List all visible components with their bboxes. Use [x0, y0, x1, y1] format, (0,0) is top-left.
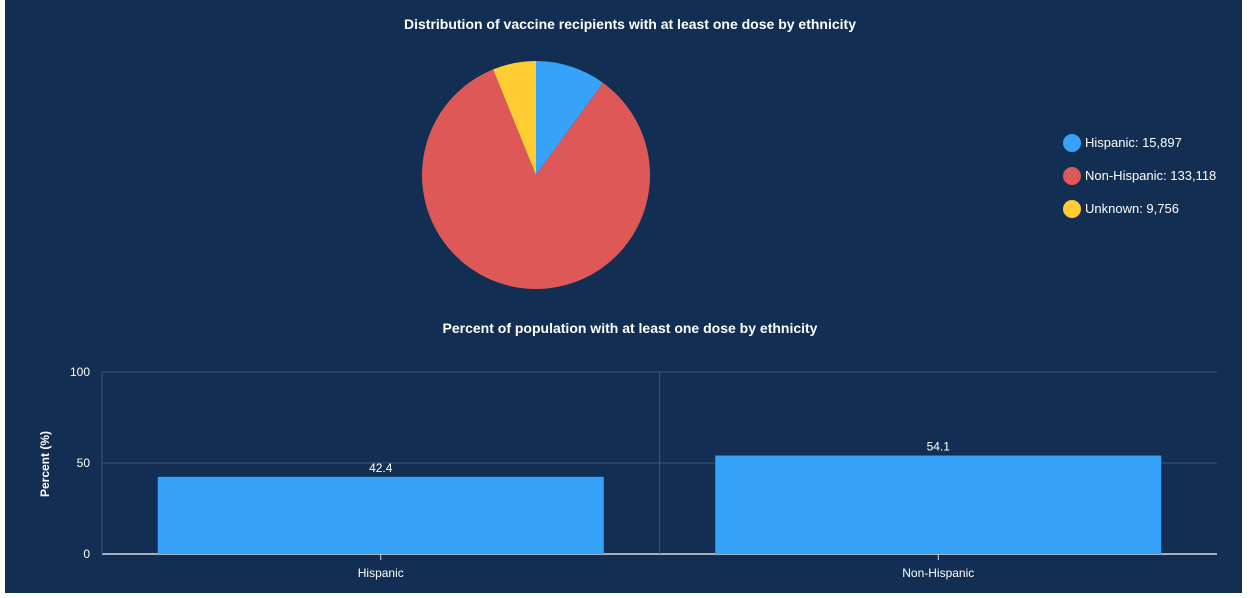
legend-label: Non-Hispanic: 133,118 [1085, 168, 1216, 183]
legend-item-hispanic[interactable]: Hispanic: 15,897 [1063, 134, 1182, 152]
legend-label: Hispanic: 15,897 [1085, 135, 1182, 150]
bar-hispanic[interactable] [157, 476, 604, 554]
y-tick-label: 100 [70, 365, 90, 379]
bar-data-label: 54.1 [927, 440, 951, 454]
chart-panel: Distribution of vaccine recipients with … [5, 0, 1242, 593]
legend-swatch [1063, 134, 1081, 152]
x-tick-label: Hispanic [358, 566, 404, 580]
legend-item-non-hispanic[interactable]: Non-Hispanic: 133,118 [1063, 167, 1216, 185]
pie-chart [422, 61, 650, 289]
x-tick-label: Non-Hispanic [902, 566, 974, 580]
bar-chart: 42.4 Hispanic 54.1 Non-Hispanic [157, 440, 1162, 580]
legend-swatch [1063, 167, 1081, 185]
pie-slice-non-hispanic[interactable] [422, 69, 650, 289]
bar-data-label: 42.4 [369, 461, 393, 475]
bar-chart-title: Percent of population with at least one … [443, 320, 818, 336]
bar-chart-y-axis-label: Percent (%) [38, 431, 52, 497]
legend-swatch [1063, 200, 1081, 218]
pie-legend: Hispanic: 15,897 Non-Hispanic: 133,118 Unk… [1063, 134, 1216, 218]
y-tick-label: 50 [77, 456, 91, 470]
pie-chart-title: Distribution of vaccine recipients with … [404, 16, 856, 32]
pie-slice-hispanic[interactable] [536, 61, 604, 175]
pie-slice-unknown[interactable] [493, 61, 536, 175]
charts-svg: Distribution of vaccine recipients with … [38, 16, 1217, 580]
bar-non-hispanic[interactable] [715, 455, 1162, 554]
y-tick-label: 0 [83, 547, 90, 561]
legend-label: Unknown: 9,756 [1085, 201, 1179, 216]
legend-item-unknown[interactable]: Unknown: 9,756 [1063, 200, 1179, 218]
